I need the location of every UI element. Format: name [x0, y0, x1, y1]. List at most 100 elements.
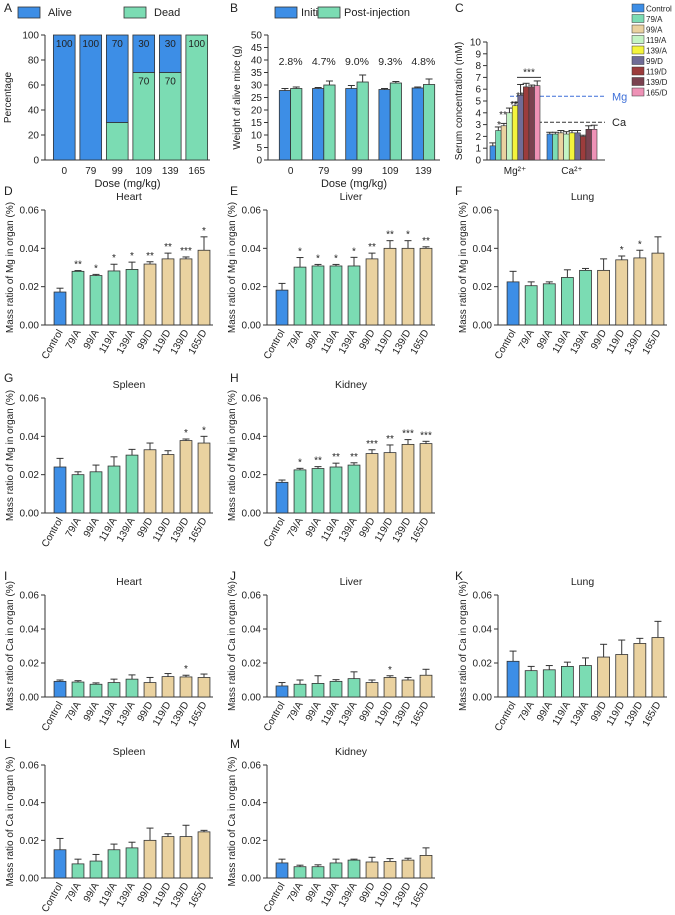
significance-mark: *: [202, 226, 206, 237]
x-tick-label: Control: [40, 700, 66, 733]
legend-label-79/A: 79/A: [646, 15, 663, 24]
x-tick-label: 79/A: [517, 328, 537, 352]
y-tick-label: 0: [33, 156, 39, 167]
bar-99/A-mg: [500, 125, 507, 161]
y-tick-label: 0.02: [242, 659, 262, 670]
bar-119/A: [329, 862, 343, 879]
bar-119/A: [329, 680, 343, 698]
legend-swatch-alive: [17, 6, 41, 19]
significance-mark: **: [350, 452, 358, 463]
bar-119/A-mg: [506, 112, 513, 161]
ref-label-mg: Mg: [612, 91, 627, 103]
y-tick-label: 4: [475, 108, 481, 119]
data-label: 100: [82, 39, 99, 50]
bar-99/D-mg: [517, 94, 524, 161]
data-label: 30: [138, 39, 150, 50]
legend-label-119/A: 119/A: [646, 36, 667, 45]
y-axis-title: Mass ratio of Mg in organ (%): [5, 390, 16, 521]
y-tick-label: 0.00: [20, 509, 40, 520]
y-tick-label: 20: [28, 131, 40, 142]
x-tick-label: 79/A: [64, 881, 84, 905]
bar-139/A-mg: [511, 105, 519, 161]
y-axis-title: Serum concentration (mM): [454, 42, 465, 160]
bar-139/A: [125, 847, 139, 879]
bar-post-injection-109: [389, 82, 402, 161]
significance-mark: *: [112, 253, 116, 264]
significance-mark: ***: [180, 246, 192, 257]
panel-letter-D: D: [4, 184, 13, 198]
bar-119/D: [161, 836, 175, 879]
x-tick-label: 139/A: [337, 328, 360, 356]
panel-letter-H: H: [230, 371, 239, 385]
bar-Control-ca: [546, 133, 553, 161]
y-axis-title: Mass ratio of Ca in organ (%): [5, 581, 16, 711]
bar-99/A: [89, 860, 103, 879]
legend-swatch-139/D: [631, 77, 645, 86]
y-tick-label: 3: [475, 120, 481, 131]
x-tick-label: Control: [262, 516, 288, 549]
x-tick-label: 79/A: [64, 516, 84, 540]
significance-mark: **: [386, 230, 394, 241]
bar-119/A-ca: [563, 133, 570, 161]
bar-139/D: [633, 257, 647, 326]
bar-165/D-ca: [591, 129, 598, 161]
bar-139/A: [347, 678, 361, 698]
significance-mark: *: [497, 120, 501, 131]
y-tick-label: 10: [470, 38, 482, 49]
bar-99/A: [311, 468, 325, 514]
x-tick-label: Control: [493, 328, 519, 361]
y-tick-label: 0: [475, 156, 481, 167]
y-axis-title: Mass ratio of Ca in organ (%): [227, 756, 238, 886]
bar-99/D: [597, 656, 610, 698]
y-tick-label: 30: [251, 81, 263, 92]
bar-initial-99: [345, 88, 358, 161]
bar-165/D: [419, 443, 433, 514]
legend-swatch-99/A: [631, 24, 645, 34]
bar-165/D: [197, 831, 211, 879]
x-tick-label: 165/D: [187, 700, 210, 729]
x-tick-label: Control: [40, 328, 66, 361]
bar-99/A: [542, 669, 556, 698]
y-axis-title: Mass ratio of Ca in organ (%): [227, 581, 238, 711]
bar-99/D: [143, 682, 157, 698]
bar-Control: [506, 281, 520, 326]
legend-swatch-post-injection: [317, 6, 341, 19]
x-tick-label: 79/A: [64, 328, 84, 352]
bar-post-injection-0: [290, 88, 303, 161]
bar-139/A: [125, 454, 139, 514]
legend-swatch-Control: [631, 3, 645, 13]
x-tick-label: 139/A: [569, 700, 592, 728]
legend-label-139/D: 139/D: [646, 78, 668, 87]
x-tick-label: 109: [382, 166, 399, 177]
x-tick-label: 99: [351, 166, 363, 177]
panel-title: Heart: [116, 191, 142, 203]
significance-mark: **: [74, 260, 82, 271]
bar-post-injection-99: [356, 81, 369, 161]
bar-post-injection-79: [323, 84, 336, 161]
percent-change-label: 9.3%: [378, 56, 402, 68]
significance-mark: ***: [523, 67, 535, 78]
y-tick-label: 0.04: [20, 432, 40, 443]
bar-119/D-ca: [580, 136, 587, 161]
bar-119/D: [161, 258, 175, 326]
y-tick-label: 1: [475, 144, 481, 155]
bar-119/A: [107, 270, 121, 326]
panel-letter-A: A: [4, 1, 12, 15]
x-tick-label: 79/A: [517, 700, 537, 724]
legend-swatch-119/A: [631, 35, 645, 44]
x-tick-label: 109: [135, 166, 152, 177]
y-tick-label: 8: [475, 61, 481, 72]
y-tick-label: 0.00: [20, 321, 40, 332]
bar-139/D: [179, 676, 193, 698]
bar-139/D: [179, 440, 193, 514]
x-tick-label: Control: [262, 881, 288, 914]
bar-initial-139: [411, 87, 424, 161]
significance-mark: **: [386, 434, 394, 445]
bar-139/D: [401, 443, 415, 514]
x-tick-label: 0: [61, 166, 67, 177]
x-axis-title: Dose (mg/kg): [321, 178, 387, 190]
x-axis-title: Dose (mg/kg): [94, 178, 160, 190]
y-tick-label: 0.04: [242, 244, 262, 255]
x-tick-label: 139: [415, 166, 432, 177]
